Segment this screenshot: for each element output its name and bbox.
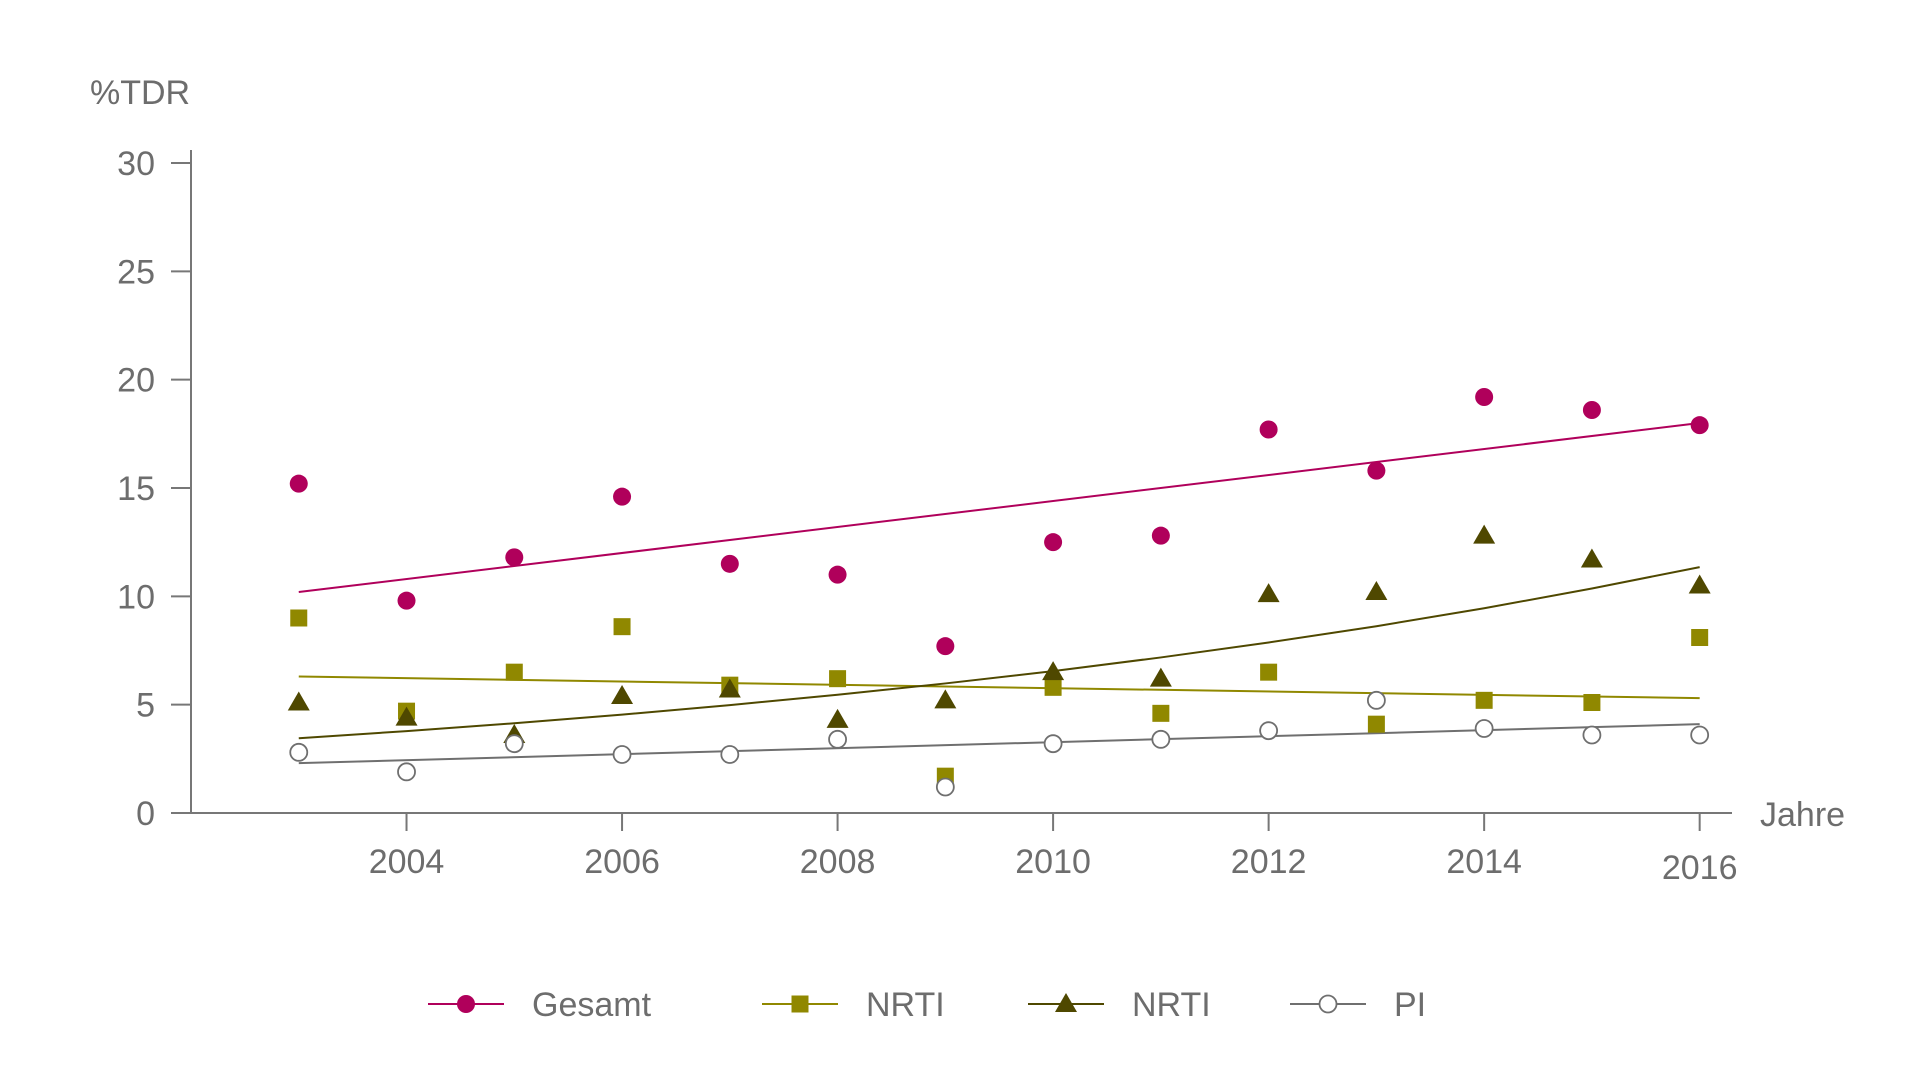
data-point-series-1 (1151, 526, 1170, 545)
legend-item: NRTI (1028, 986, 1211, 1024)
data-point-series-3 (718, 678, 741, 698)
x-tick-label: 2010 (1015, 843, 1091, 881)
data-point-series-4 (1043, 734, 1063, 754)
data-point-series-2 (1044, 678, 1062, 696)
data-point-series-1 (613, 487, 632, 506)
data-point-series-3 (1149, 667, 1172, 687)
trend-line-series-2 (298, 675, 1700, 700)
trend-line-series-4 (298, 723, 1700, 765)
data-point-series-2 (1152, 704, 1170, 722)
x-tick-label: 2004 (369, 843, 445, 881)
legend-item: PI (1290, 986, 1426, 1024)
legend-marker (1055, 993, 1077, 1012)
data-point-series-3 (1580, 548, 1603, 568)
legend-label: NRTI (866, 986, 945, 1024)
data-point-series-4 (1474, 719, 1494, 738)
data-point-series-4 (828, 729, 847, 749)
data-point-series-3 (1257, 583, 1280, 603)
data-point-series-3 (1042, 661, 1065, 681)
data-point-series-1 (1367, 461, 1386, 480)
data-point-series-1 (505, 548, 524, 567)
data-point-series-1 (1582, 401, 1601, 419)
legend-marker (457, 995, 475, 1013)
data-point-series-1 (828, 565, 847, 584)
legend-marker (791, 995, 809, 1013)
data-point-series-4 (504, 734, 524, 754)
y-tick-label: 20 (117, 362, 155, 400)
data-point-series-1 (397, 591, 416, 610)
data-point-series-4 (1582, 725, 1602, 745)
data-point-series-1 (720, 554, 739, 573)
data-point-series-1 (1259, 420, 1278, 439)
data-point-series-3 (395, 706, 418, 726)
data-point-series-1 (1690, 416, 1709, 435)
y-tick-label: 10 (117, 578, 155, 616)
legend-label: PI (1394, 986, 1426, 1024)
trend-line-series-3 (298, 566, 1700, 740)
axes: 0 5 10 15 20 25 30 2004 2006 2008 2010 2012 2014 201… (90, 74, 1845, 887)
data-point-series-3 (287, 691, 310, 711)
data-point-series-2 (1367, 715, 1385, 733)
legend: Gesamt NRTI NRTI PI (428, 986, 1426, 1024)
data-point-series-2 (1260, 663, 1278, 681)
y-tick-label: 25 (117, 253, 155, 291)
x-tick-label: 2014 (1446, 843, 1522, 881)
data-point-series-4 (1151, 729, 1171, 749)
data-point-series-2 (613, 618, 631, 636)
trend-line-series-1 (298, 422, 1700, 593)
legend-marker (1318, 994, 1338, 1014)
data-point-series-4 (935, 777, 955, 797)
data-point-series-1 (1044, 533, 1063, 552)
data-point-series-1 (289, 474, 308, 493)
legend-item: Gesamt (428, 986, 652, 1024)
x-tick-label: 2012 (1231, 843, 1307, 881)
y-tick-label: 30 (117, 145, 155, 183)
data-point-series-3 (826, 708, 849, 728)
x-tick-label: 2008 (800, 843, 876, 881)
data-point-series-3 (611, 685, 634, 704)
y-tick-label: 15 (117, 470, 155, 508)
data-point-series-1 (936, 637, 955, 656)
data-point-series-4 (289, 742, 309, 762)
data-point-series-4 (1259, 721, 1279, 741)
y-tick-label: 5 (136, 687, 155, 725)
data-point-series-2 (1475, 691, 1493, 709)
data-point-series-1 (1475, 388, 1494, 406)
x-ticks: 2004 2006 2008 2010 2012 2014 2016 (369, 813, 1738, 887)
data-point-series-2 (829, 670, 847, 688)
x-tick-label: 2016 (1662, 849, 1738, 887)
data-point-series-3 (1473, 524, 1496, 544)
y-ticks: 0 5 10 15 20 25 30 (117, 145, 191, 833)
data-points (287, 388, 1711, 797)
data-point-series-3 (1688, 574, 1711, 594)
data-point-series-4 (1690, 725, 1710, 745)
data-point-series-4 (612, 745, 632, 764)
x-tick-label: 2006 (584, 843, 660, 881)
y-axis-title: %TDR (90, 74, 190, 112)
data-point-series-4 (720, 745, 740, 764)
y-tick-label: 0 (136, 795, 155, 833)
x-axis-title: Jahre (1760, 796, 1845, 834)
data-point-series-3 (1365, 581, 1388, 600)
data-point-series-2 (1583, 694, 1601, 711)
legend-item: NRTI (762, 986, 945, 1024)
data-point-series-2 (290, 609, 308, 627)
data-point-series-4 (397, 762, 416, 782)
legend-label: Gesamt (532, 986, 652, 1024)
legend-label: NRTI (1132, 986, 1211, 1024)
data-point-series-2 (1691, 629, 1709, 646)
trend-lines (298, 422, 1700, 765)
data-point-series-2 (505, 663, 523, 681)
data-point-series-3 (934, 689, 957, 709)
data-point-series-4 (1366, 690, 1386, 710)
